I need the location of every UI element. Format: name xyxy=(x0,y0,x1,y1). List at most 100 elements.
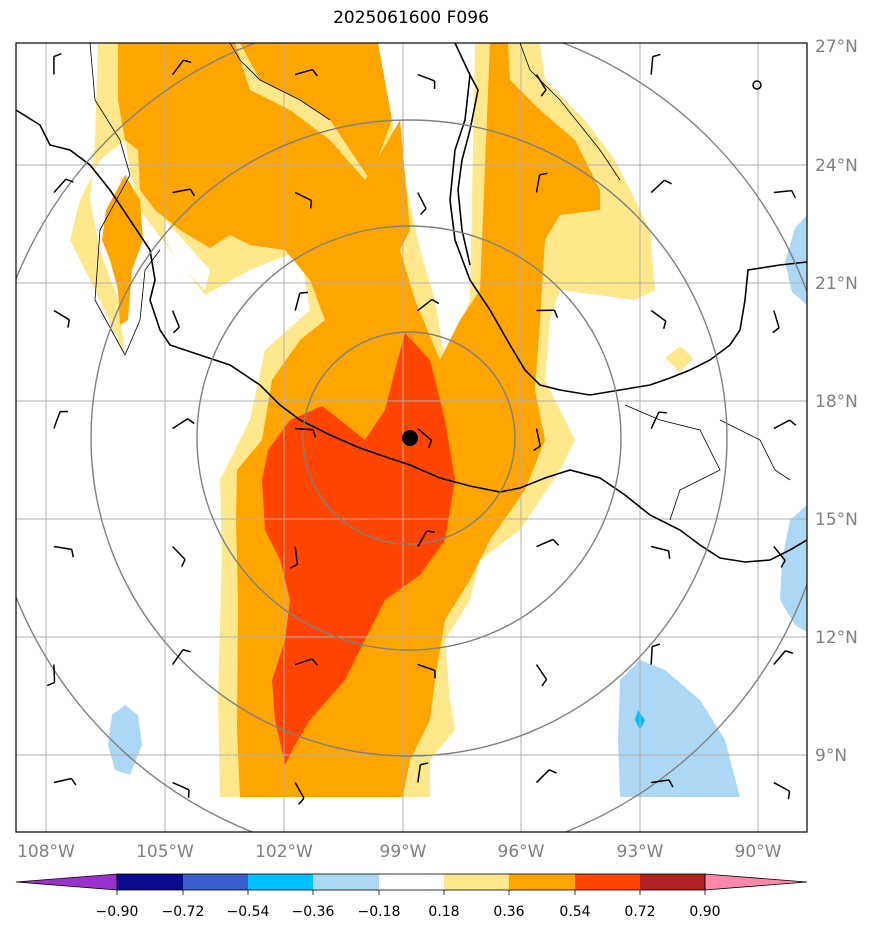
lat-label-21n: 21°N xyxy=(815,274,858,294)
wind-barb-feather xyxy=(664,179,672,185)
wind-barb-feather xyxy=(772,327,780,334)
colorbar-tick-label: −0.72 xyxy=(162,904,205,920)
wind-barb xyxy=(773,546,786,561)
colorbar-bin-072-090 xyxy=(640,874,705,890)
wind-barb xyxy=(53,178,67,194)
wind-barb-feather xyxy=(548,769,557,774)
longitude-labels: 108°W 105°W 102°W 99°W 96°W 93°W 90°W xyxy=(17,842,782,862)
lon-label-90w: 90°W xyxy=(735,842,782,862)
colorbar-tick-marks xyxy=(116,890,706,895)
wind-barb xyxy=(171,310,181,328)
wind-barb-feather xyxy=(541,679,548,687)
wind-barb xyxy=(294,292,301,311)
wind-barb xyxy=(536,538,554,548)
anomaly-contour-036-054 xyxy=(118,43,600,797)
range-rings xyxy=(16,43,807,832)
wind-barb-feather xyxy=(427,440,433,449)
wind-barb-feather xyxy=(299,291,308,294)
small-circle-marker xyxy=(752,80,762,90)
wind-barb-feather xyxy=(289,563,298,569)
colorbar-bin-m036-m018 xyxy=(313,874,379,890)
wind-barb-feather xyxy=(311,69,318,77)
wind-barb-feather xyxy=(539,172,548,176)
wind-barb xyxy=(171,649,184,665)
wind-barb-feather xyxy=(298,797,305,805)
wind-barb xyxy=(535,74,547,91)
colorbar-extend-high xyxy=(704,873,808,891)
wind-barb xyxy=(172,188,191,194)
lon-label-96w: 96°W xyxy=(498,842,545,862)
wind-barb xyxy=(294,546,299,565)
wind-barb xyxy=(417,530,428,547)
wind-barb xyxy=(535,174,541,193)
wind-barb-feather xyxy=(662,320,667,330)
wind-barb xyxy=(535,769,550,784)
wind-barb-feather xyxy=(46,681,55,687)
colorbar-tick-label: −0.54 xyxy=(227,904,270,920)
wind-barb xyxy=(53,545,72,551)
wind-barb-feather xyxy=(791,190,796,199)
wind-barb-feather xyxy=(658,411,667,414)
wind-barb-feather xyxy=(533,445,541,452)
lat-label-12n: 12°N xyxy=(815,628,858,648)
wind-barb xyxy=(172,418,189,430)
wind-barb-feather xyxy=(70,778,77,786)
wind-barb-feather xyxy=(189,188,196,197)
colorbar-tick-label: 0.18 xyxy=(428,904,459,920)
coastlines xyxy=(16,43,807,563)
wind-barb xyxy=(294,191,312,202)
wind-barb xyxy=(535,428,541,447)
lon-label-108w: 108°W xyxy=(17,842,75,862)
wind-barb xyxy=(53,664,56,683)
colorbar-tick-label: 0.90 xyxy=(689,904,720,920)
wind-barb xyxy=(650,56,654,75)
colorbar-bin-054-072 xyxy=(575,874,640,890)
lon-label-93w: 93°W xyxy=(617,842,664,862)
lat-label-9n: 9°N xyxy=(815,746,847,766)
wind-barb-feather xyxy=(785,650,794,655)
colorbar-bin-036-054 xyxy=(509,874,575,890)
map-content xyxy=(16,43,807,832)
wind-barb xyxy=(773,650,786,666)
wind-barb xyxy=(294,68,313,76)
wind-barb-feather xyxy=(540,89,547,97)
wind-barb xyxy=(650,646,653,665)
anomaly-contour-018-036-gap xyxy=(165,220,210,290)
latitude-labels: 27°N 24°N 21°N 18°N 15°N 12°N 9°N xyxy=(815,37,858,766)
wind-barb xyxy=(651,545,669,552)
wind-barb-feather xyxy=(426,530,435,533)
wind-barb xyxy=(294,782,305,799)
wind-barb-feather xyxy=(667,550,671,559)
wind-barb xyxy=(417,298,433,312)
wind-barb-feather xyxy=(420,762,429,766)
wind-barb xyxy=(417,427,432,441)
wind-barb-feather xyxy=(312,429,317,438)
wind-barb-feather xyxy=(187,418,195,425)
wind-barb-feather xyxy=(651,643,660,648)
wind-barb xyxy=(650,309,667,322)
wind-barb-feather xyxy=(652,53,661,58)
wind-barb xyxy=(417,663,436,672)
wind-barb xyxy=(53,411,61,429)
wind-barb xyxy=(773,189,792,194)
country-borders xyxy=(89,43,791,521)
wind-barb-feather xyxy=(70,549,75,558)
colorbar-tick-label: 0.54 xyxy=(559,904,590,920)
wind-barb-feather xyxy=(311,658,318,666)
colorbar-tick-label: −0.90 xyxy=(96,904,139,920)
wind-barb-feather xyxy=(668,779,674,788)
colorbar-tick-label: −0.36 xyxy=(292,904,335,920)
colorbar: −0.90 −0.72 −0.54 −0.36 −0.18 0.18 0.36 … xyxy=(15,873,808,920)
wind-barb xyxy=(651,779,670,784)
wind-barb-feather xyxy=(431,298,440,305)
wind-barb-feather xyxy=(780,560,786,568)
colorbar-bin-m072-m054 xyxy=(183,874,248,890)
storm-center-marker xyxy=(402,430,418,446)
anomaly-contour-m036-m018-pacific-west xyxy=(108,705,142,775)
wind-barb xyxy=(417,192,427,209)
wind-barb-feather xyxy=(65,178,74,183)
wind-barb-feather xyxy=(787,791,791,800)
colorbar-tick-label: 0.36 xyxy=(493,904,524,920)
anomaly-contour-018-036-gulf xyxy=(665,346,693,372)
